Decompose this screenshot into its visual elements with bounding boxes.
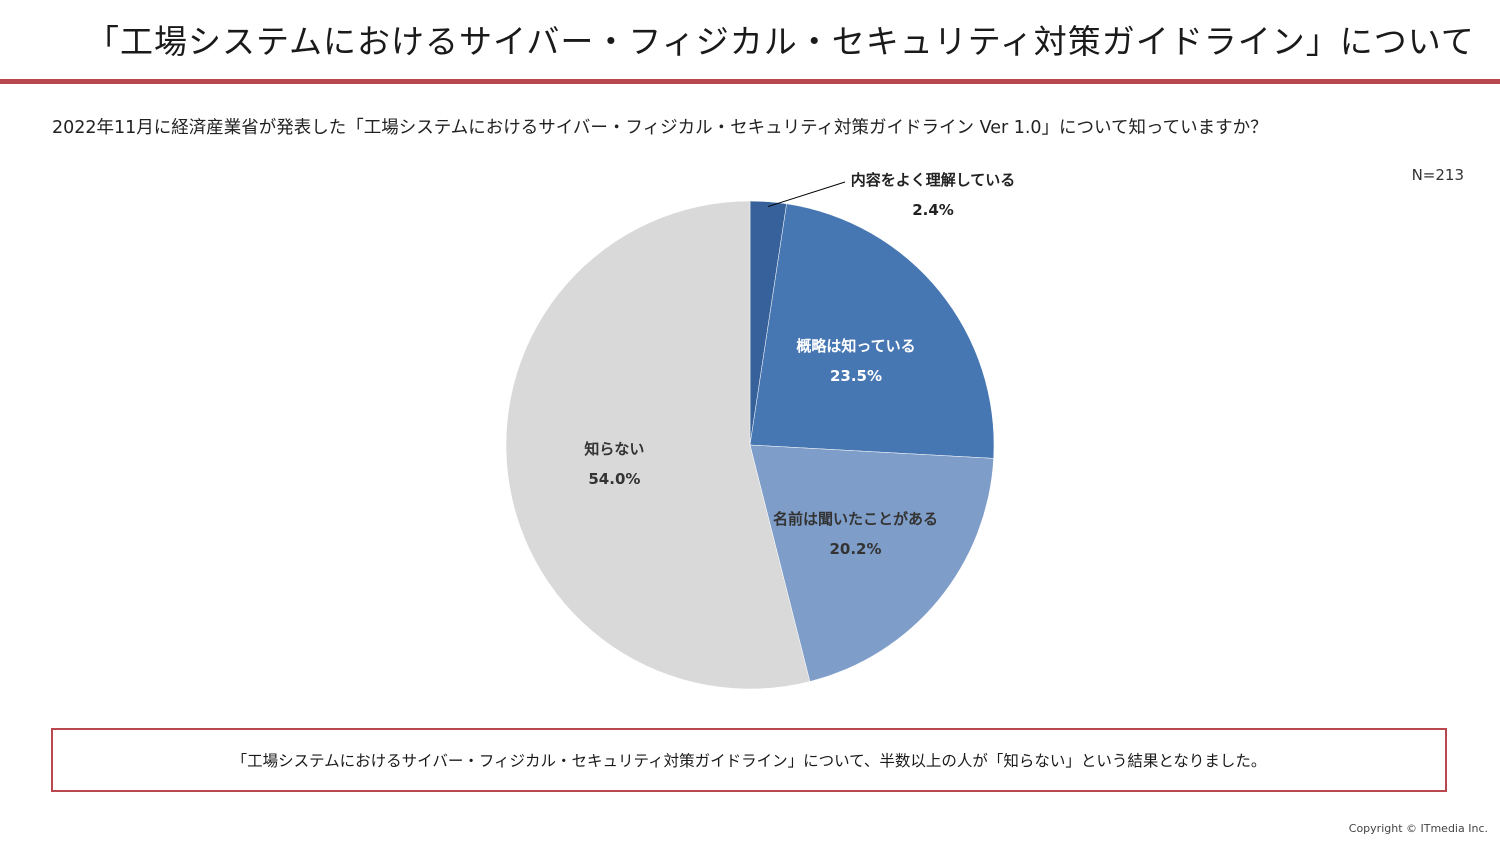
slice-label: 内容をよく理解している <box>851 171 1016 189</box>
title-underline <box>0 79 1500 84</box>
survey-question: 2022年11月に経済産業省が発表した「工場システムにおけるサイバー・フィジカル… <box>52 118 1268 138</box>
slice-label: 知らない <box>584 440 644 458</box>
slice-value-label: 2.4% <box>912 201 954 219</box>
summary-text: 「工場システムにおけるサイバー・フィジカル・セキュリティ対策ガイドライン」につい… <box>231 752 1267 770</box>
copyright: Copyright © ITmedia Inc. <box>1348 822 1488 835</box>
page-title: 「工場システムにおけるサイバー・フィジカル・セキュリティ対策ガイドライン」につい… <box>86 22 1475 61</box>
slice-value-label: 20.2% <box>829 540 881 558</box>
slice-label: 概略は知っている <box>796 337 915 355</box>
slice-label: 名前は聞いたことがある <box>773 510 938 528</box>
sample-size: N=213 <box>1411 166 1464 184</box>
pie-slice <box>505 200 811 690</box>
pie-slice <box>749 444 994 682</box>
pie-slice <box>749 203 995 459</box>
summary-box: 「工場システムにおけるサイバー・フィジカル・セキュリティ対策ガイドライン」につい… <box>51 728 1447 792</box>
leader-line <box>767 181 846 208</box>
slice-value-label: 54.0% <box>588 470 640 488</box>
slice-value-label: 23.5% <box>830 367 882 385</box>
